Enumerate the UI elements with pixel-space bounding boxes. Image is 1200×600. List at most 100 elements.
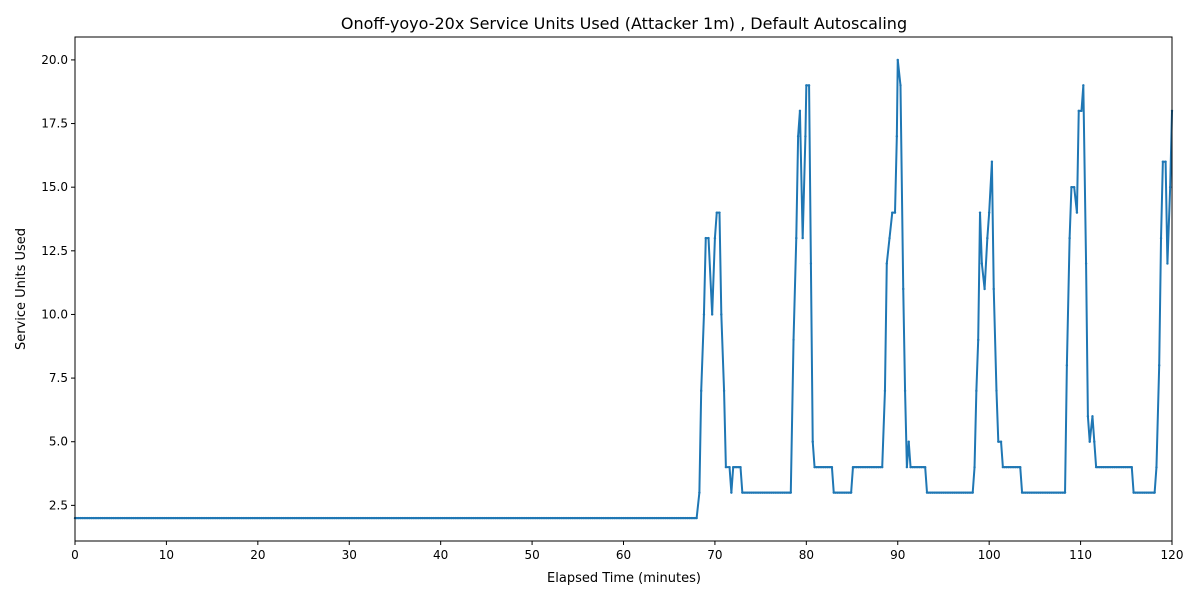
data-point bbox=[521, 516, 525, 520]
data-point bbox=[602, 516, 605, 520]
data-point bbox=[472, 516, 475, 520]
data-point bbox=[201, 516, 205, 520]
data-point bbox=[789, 491, 792, 494]
data-point bbox=[437, 516, 441, 520]
data-point bbox=[243, 516, 247, 520]
data-point bbox=[1137, 491, 1141, 494]
data-point bbox=[433, 516, 437, 520]
data-point bbox=[359, 516, 362, 520]
data-point bbox=[668, 516, 671, 520]
data-point bbox=[591, 516, 594, 520]
data-point bbox=[1109, 465, 1112, 469]
data-point bbox=[934, 491, 938, 494]
data-point bbox=[1035, 491, 1038, 494]
data-point bbox=[161, 516, 164, 520]
data-point bbox=[992, 287, 995, 291]
data-point bbox=[888, 236, 891, 240]
data-point bbox=[715, 211, 718, 214]
data-point bbox=[518, 516, 521, 520]
data-point bbox=[728, 465, 731, 469]
data-point bbox=[154, 516, 157, 520]
data-point bbox=[99, 516, 102, 520]
data-point bbox=[693, 516, 697, 520]
data-point bbox=[168, 516, 172, 520]
data-point bbox=[658, 516, 662, 520]
y-tick-label: 20.0 bbox=[41, 53, 68, 67]
data-point bbox=[103, 516, 106, 520]
data-point bbox=[1046, 491, 1049, 494]
plot-area bbox=[75, 37, 1172, 541]
data-point bbox=[1001, 465, 1005, 469]
data-point bbox=[1003, 465, 1006, 469]
data-point bbox=[309, 516, 313, 520]
data-point bbox=[914, 465, 918, 469]
data-point bbox=[871, 465, 875, 469]
chart-title: Onoff-yoyo-20x Service Units Used (Attac… bbox=[341, 14, 907, 33]
data-point bbox=[567, 516, 570, 520]
data-point bbox=[132, 516, 135, 520]
data-point bbox=[269, 516, 272, 520]
data-point bbox=[223, 516, 227, 520]
data-point bbox=[746, 491, 750, 494]
data-point bbox=[205, 516, 208, 520]
data-point bbox=[245, 516, 249, 520]
data-point bbox=[75, 516, 79, 520]
data-point bbox=[818, 465, 822, 469]
data-point bbox=[97, 516, 100, 520]
data-point bbox=[940, 491, 943, 494]
data-point bbox=[755, 491, 759, 494]
data-point bbox=[983, 287, 986, 291]
data-point bbox=[677, 516, 680, 520]
data-point bbox=[547, 516, 550, 520]
data-point bbox=[958, 491, 962, 494]
data-point bbox=[256, 516, 260, 520]
data-point bbox=[1122, 465, 1125, 469]
data-point bbox=[1166, 262, 1169, 265]
data-point bbox=[165, 516, 168, 520]
data-point bbox=[1080, 109, 1083, 113]
data-point bbox=[815, 465, 818, 469]
data-point bbox=[839, 491, 843, 494]
data-point bbox=[671, 516, 675, 520]
data-point bbox=[262, 516, 265, 520]
data-point bbox=[369, 516, 373, 520]
data-point bbox=[135, 516, 139, 520]
data-point bbox=[258, 516, 261, 520]
data-point bbox=[338, 516, 342, 520]
x-axis-label: Elapsed Time (minutes) bbox=[547, 571, 701, 586]
data-point bbox=[618, 516, 622, 520]
data-point bbox=[364, 516, 367, 520]
data-point bbox=[178, 516, 181, 520]
data-point bbox=[130, 516, 133, 520]
data-point bbox=[598, 516, 601, 520]
data-point bbox=[688, 516, 691, 520]
data-point bbox=[545, 516, 548, 520]
data-point bbox=[516, 516, 519, 520]
data-point bbox=[419, 516, 422, 520]
data-point bbox=[221, 516, 225, 520]
data-point bbox=[843, 491, 846, 494]
data-point bbox=[600, 516, 603, 520]
data-point bbox=[348, 516, 351, 520]
data-point bbox=[399, 516, 402, 520]
data-point bbox=[1031, 491, 1035, 494]
data-point bbox=[172, 516, 175, 520]
data-point bbox=[995, 389, 998, 393]
data-point bbox=[106, 516, 110, 520]
data-point bbox=[822, 465, 825, 469]
data-point bbox=[864, 465, 867, 469]
data-point bbox=[624, 516, 627, 520]
data-point bbox=[931, 491, 934, 494]
data-point bbox=[529, 516, 532, 520]
y-tick-label: 7.5 bbox=[49, 371, 68, 385]
data-point bbox=[611, 516, 614, 520]
data-point bbox=[115, 516, 119, 520]
x-tick-label: 20 bbox=[250, 548, 265, 562]
data-point bbox=[801, 236, 804, 240]
data-point bbox=[104, 516, 108, 520]
data-point bbox=[344, 516, 347, 520]
data-point bbox=[446, 516, 450, 520]
data-point bbox=[1130, 465, 1133, 469]
data-point bbox=[375, 516, 378, 520]
data-point bbox=[1120, 465, 1123, 469]
